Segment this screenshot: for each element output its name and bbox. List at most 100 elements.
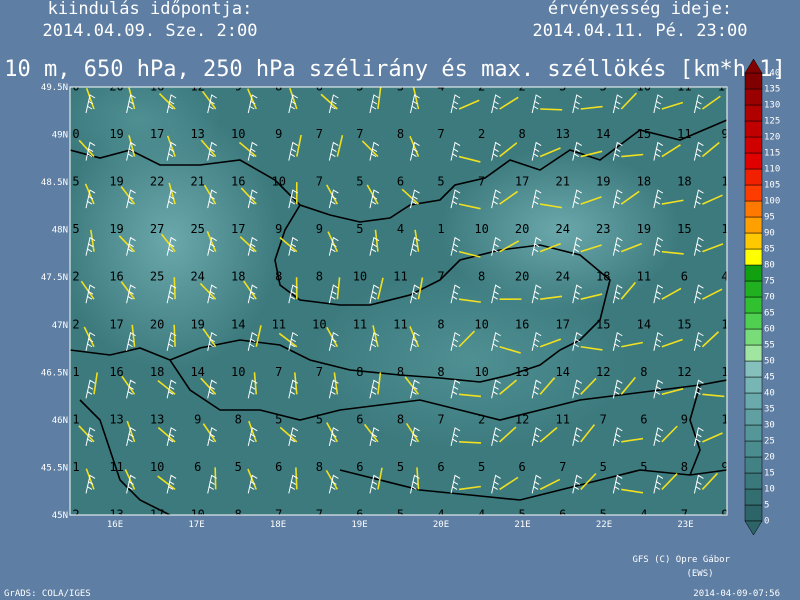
colorbar-label: 20 xyxy=(764,453,775,463)
grid-value: 14 xyxy=(190,365,204,379)
grid-value: 17 xyxy=(515,175,529,189)
upper-wind-barb xyxy=(369,94,380,114)
upper-wind-barb xyxy=(653,189,664,209)
wind-barb xyxy=(661,473,678,490)
wind-barb xyxy=(661,338,683,348)
grid-value: 19 xyxy=(109,222,123,236)
grid-value: 4 xyxy=(397,222,404,236)
wind-barb xyxy=(580,345,603,351)
wind-barb xyxy=(409,135,420,157)
wind-barb xyxy=(206,230,217,252)
grid-value: 9 xyxy=(721,507,728,521)
lon-label: 22E xyxy=(596,520,612,530)
upper-wind-barb xyxy=(531,379,542,399)
colorbar-label: 90 xyxy=(764,229,775,239)
wind-barb xyxy=(253,372,258,395)
grid-value: 13 xyxy=(515,365,529,379)
upper-wind-barb xyxy=(409,94,420,114)
lon-label: 17E xyxy=(188,520,204,530)
wind-barb xyxy=(401,188,420,205)
timestamp: 2014-04-09-07:56 xyxy=(693,589,780,599)
wind-barb xyxy=(120,186,136,205)
wind-barb xyxy=(377,277,384,300)
upper-wind-barb xyxy=(85,474,96,494)
upper-wind-barb xyxy=(409,379,420,399)
grid-value: 10 xyxy=(637,80,651,94)
wind-barb xyxy=(238,141,257,158)
grid-value: 25 xyxy=(190,222,204,236)
upper-wind-barb xyxy=(572,331,582,351)
upper-wind-barb xyxy=(166,331,177,351)
colorbar-swatch xyxy=(744,472,763,490)
wind-barb xyxy=(84,183,95,205)
grid-value: 27 xyxy=(150,222,164,236)
upper-wind-barb xyxy=(653,141,664,161)
colorbar-label: 60 xyxy=(764,325,775,335)
grid-value: 21 xyxy=(190,175,204,189)
header-value: 2014.04.09. Sze. 2:00 xyxy=(43,21,258,41)
grid-value: 13 xyxy=(190,127,204,141)
lon-label: 23E xyxy=(677,520,693,530)
wind-barb xyxy=(580,377,597,395)
upper-wind-barb xyxy=(126,189,136,209)
upper-wind-barb xyxy=(653,331,664,351)
wind-barb xyxy=(126,420,136,443)
upper-wind-barb xyxy=(531,427,542,446)
upper-wind-barb xyxy=(207,379,217,399)
upper-wind-barb xyxy=(612,379,623,399)
colorbar-label: 5 xyxy=(764,501,769,511)
grid-value: 7 xyxy=(356,127,363,141)
upper-wind-barb xyxy=(85,427,96,446)
grid-value: 1 xyxy=(72,365,79,379)
colorbar-swatch xyxy=(744,424,763,442)
grid-value: 11 xyxy=(555,412,569,426)
grid-value: 9 xyxy=(235,80,242,94)
upper-wind-barb xyxy=(369,379,380,399)
colorbar-label: 65 xyxy=(764,309,775,319)
upper-wind-barb xyxy=(85,284,96,304)
colorbar-label: 110 xyxy=(764,165,780,175)
colorbar-label: 135 xyxy=(764,85,780,95)
wind-barb xyxy=(661,387,684,396)
wind-barb xyxy=(580,105,603,110)
upper-wind-barb xyxy=(247,94,258,114)
grid-value: 8 xyxy=(356,365,363,379)
grid-value: 13 xyxy=(109,412,123,426)
colorbar-swatch xyxy=(744,344,763,362)
upper-wind-barb xyxy=(85,379,96,399)
wind-barb xyxy=(539,338,562,348)
upper-wind-barb xyxy=(126,141,136,161)
upper-wind-barb xyxy=(450,331,461,351)
grid-value: 7 xyxy=(437,412,444,426)
colorbar-swatch xyxy=(744,136,763,154)
wind-barb xyxy=(199,282,217,300)
grid-value: 19 xyxy=(596,175,610,189)
grid-value: 15 xyxy=(637,127,651,141)
grid-value: 13 xyxy=(555,127,569,141)
grid-value: 10 xyxy=(272,175,286,189)
wind-barb xyxy=(296,134,302,157)
wind-barb xyxy=(160,233,176,253)
colorbar-swatch xyxy=(744,168,763,186)
grid-value: 9 xyxy=(721,460,728,474)
upper-wind-barb xyxy=(531,94,542,114)
wind-barb xyxy=(499,240,520,253)
wind-barb xyxy=(458,250,481,258)
colorbar-swatch xyxy=(744,392,763,410)
wind-barb xyxy=(240,187,257,205)
grid-value: 1 xyxy=(72,412,79,426)
upper-wind-barb xyxy=(207,474,217,494)
wind-barb xyxy=(580,472,597,490)
grid-value: 16 xyxy=(109,270,123,284)
upper-wind-barb xyxy=(288,331,299,351)
grid-value: 0 xyxy=(72,80,79,94)
wind-barb xyxy=(661,250,684,255)
upper-wind-barb xyxy=(166,474,177,494)
grid-value: 23 xyxy=(596,222,610,236)
lon-label: 21E xyxy=(514,520,530,530)
header-label: kiindulás időpontja: xyxy=(48,0,253,19)
grid-value: 16 xyxy=(150,80,164,94)
grid-value: 19 xyxy=(109,175,123,189)
grid-value: 16 xyxy=(231,175,245,189)
wind-barb xyxy=(458,203,481,210)
